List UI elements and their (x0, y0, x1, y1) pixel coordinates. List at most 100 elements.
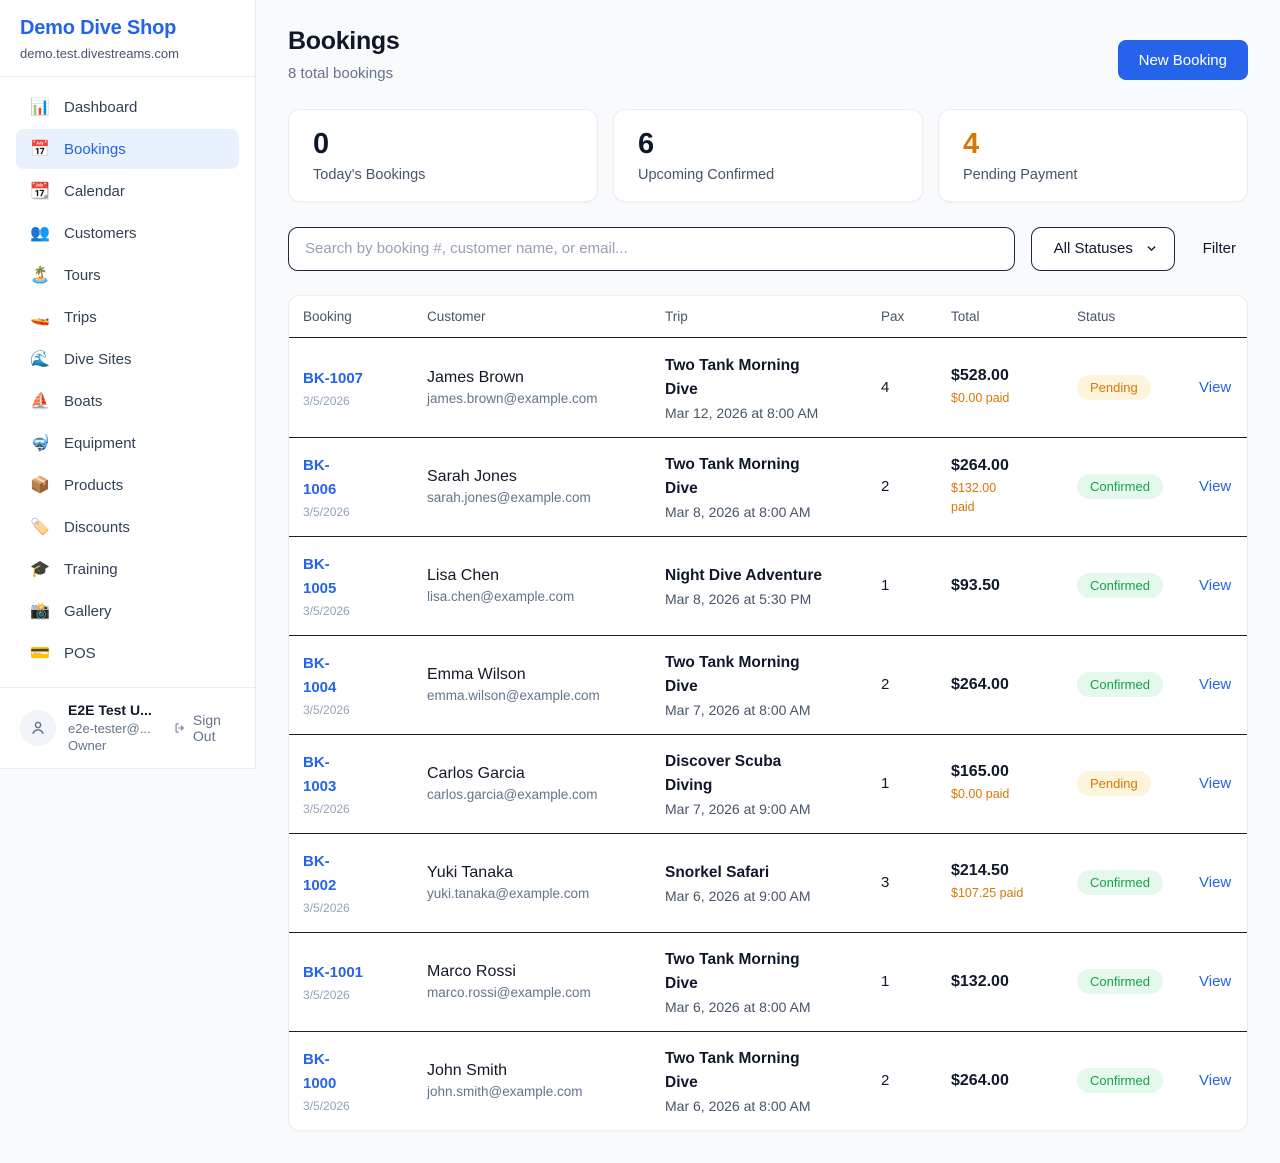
sidebar-item-training[interactable]: 🎓 Training (16, 549, 239, 589)
booking-id-link[interactable]: BK- 1000 (303, 1051, 337, 1093)
sidebar-item-tours[interactable]: 🏝️ Tours (16, 255, 239, 295)
booking-id-link[interactable]: BK-1007 (303, 369, 364, 387)
sidebar-item-label: Products (64, 476, 124, 494)
trip-datetime: Mar 6, 2026 at 8:00 AM (665, 999, 811, 1016)
new-booking-button[interactable]: New Booking (1117, 40, 1248, 80)
page-header: Bookings 8 total bookings New Booking (288, 27, 1248, 82)
sidebar-item-trips[interactable]: 🚤 Trips (16, 297, 239, 337)
sign-out-button[interactable]: Sign Out (174, 712, 235, 744)
credit-card-icon: 💳 (30, 645, 50, 662)
view-link[interactable]: View (1199, 676, 1232, 694)
total-bookings-count: 8 total bookings (288, 65, 394, 82)
booking-date: 3/5/2026 (303, 901, 350, 916)
sidebar-item-label: Training (64, 560, 118, 578)
sidebar-item-dashboard[interactable]: 📊 Dashboard (16, 87, 239, 127)
user-email: e2e-tester@... (68, 720, 151, 736)
total-amount: $528.00 (951, 366, 1009, 384)
customer-email: marco.rossi@example.com (427, 985, 591, 1001)
pax-count: 2 (881, 478, 890, 496)
sidebar-item-calendar[interactable]: 📆 Calendar (16, 171, 239, 211)
sidebar-item-equipment[interactable]: 🤿 Equipment (16, 423, 239, 463)
avatar (20, 709, 56, 746)
sidebar-item-label: Tours (64, 266, 101, 284)
bookings-table: Booking Customer Trip Pax Total Status B… (288, 294, 1248, 1131)
customer-name: Sarah Jones (427, 468, 517, 486)
trip-datetime: Mar 7, 2026 at 8:00 AM (665, 702, 811, 719)
pax-count: 2 (881, 676, 890, 694)
view-link[interactable]: View (1199, 1072, 1232, 1090)
brand-name[interactable]: Demo Dive Shop (20, 17, 177, 39)
stat-card-pending-payment: 4 Pending Payment (938, 109, 1248, 202)
pax-count: 2 (881, 1072, 890, 1090)
stat-label: Upcoming Confirmed (638, 166, 775, 183)
sidebar-item-label: Equipment (64, 434, 136, 452)
brand-domain: demo.test.divestreams.com (20, 46, 179, 61)
wave-icon: 🌊 (30, 351, 50, 368)
status-badge: Confirmed (1077, 672, 1163, 698)
calendar-bookings-icon: 📅 (30, 141, 50, 158)
view-link[interactable]: View (1199, 577, 1232, 595)
sidebar-item-boats[interactable]: ⛵ Boats (16, 381, 239, 421)
booking-id-link[interactable]: BK- 1004 (303, 655, 337, 697)
pax-count: 1 (881, 775, 890, 793)
search-input[interactable] (288, 226, 1015, 271)
sidebar-item-dive-sites[interactable]: 🌊 Dive Sites (16, 339, 239, 379)
customer-email: john.smith@example.com (427, 1084, 583, 1100)
pax-count: 1 (881, 577, 890, 595)
sidebar-item-bookings[interactable]: 📅 Bookings (16, 129, 239, 169)
view-link[interactable]: View (1199, 478, 1232, 496)
logout-icon (175, 723, 184, 733)
booking-date: 3/5/2026 (303, 604, 350, 619)
sidebar-item-customers[interactable]: 👥 Customers (16, 213, 239, 253)
pax-count: 4 (881, 378, 890, 396)
booking-id-link[interactable]: BK- 1006 (303, 457, 337, 499)
stat-value: 4 (963, 128, 980, 160)
stat-value: 6 (638, 128, 655, 160)
filter-button[interactable]: Filter (1191, 240, 1248, 257)
stat-card-upcoming-confirmed: 6 Upcoming Confirmed (613, 109, 923, 202)
stat-value: 0 (313, 128, 330, 160)
sidebar-item-label: Trips (64, 308, 97, 326)
page-title: Bookings (288, 27, 400, 55)
sidebar-item-label: Dashboard (64, 98, 138, 116)
camera-icon: 📸 (30, 603, 50, 620)
booking-date: 3/5/2026 (303, 505, 350, 520)
view-link[interactable]: View (1199, 874, 1232, 892)
customer-email: emma.wilson@example.com (427, 688, 600, 704)
user-role: Owner (68, 738, 107, 754)
booking-id-link[interactable]: BK- 1003 (303, 754, 337, 796)
booking-date: 3/5/2026 (303, 988, 350, 1003)
sidebar-item-pos[interactable]: 💳 POS (16, 633, 239, 673)
graduation-cap-icon: 🎓 (30, 561, 50, 578)
chevron-down-icon (1147, 246, 1156, 252)
table-row: BK- 1002 3/5/2026 Yuki Tanaka yuki.tanak… (289, 832, 1247, 932)
total-amount: $214.50 (951, 862, 1009, 880)
trip-name: Two Tank Morning Dive (665, 1050, 800, 1092)
status-badge: Confirmed (1077, 870, 1163, 896)
booking-id-link[interactable]: BK- 1002 (303, 853, 337, 895)
customer-name: Marco Rossi (427, 963, 516, 981)
status-badge: Pending (1077, 771, 1151, 797)
paid-amount: $0.00 paid (951, 787, 1010, 802)
stats-cards: 0 Today's Bookings 6 Upcoming Confirmed … (288, 109, 1248, 202)
view-link[interactable]: View (1199, 973, 1232, 991)
sailboat-icon: ⛵ (30, 393, 50, 410)
pax-count: 1 (881, 973, 890, 991)
table-row: BK- 1003 3/5/2026 Carlos Garcia carlos.g… (289, 733, 1247, 833)
dashboard-icon: 📊 (30, 99, 50, 116)
customer-name: Carlos Garcia (427, 765, 525, 783)
customer-email: james.brown@example.com (427, 390, 598, 406)
trip-name: Two Tank Morning Dive (665, 654, 800, 696)
booking-id-link[interactable]: BK- 1005 (303, 556, 337, 598)
view-link[interactable]: View (1199, 378, 1232, 396)
sidebar-item-discounts[interactable]: 🏷️ Discounts (16, 507, 239, 547)
booking-id-link[interactable]: BK-1001 (303, 964, 364, 982)
status-filter-select[interactable]: All Statuses (1030, 226, 1175, 271)
status-badge: Confirmed (1077, 1068, 1163, 1094)
sidebar-item-gallery[interactable]: 📸 Gallery (16, 591, 239, 631)
sidebar-item-products[interactable]: 📦 Products (16, 465, 239, 505)
filter-controls: All Statuses Filter (288, 226, 1248, 271)
view-link[interactable]: View (1199, 775, 1232, 793)
sidebar: Demo Dive Shop demo.test.divestreams.com… (0, 0, 256, 769)
status-badge: Confirmed (1077, 969, 1163, 995)
